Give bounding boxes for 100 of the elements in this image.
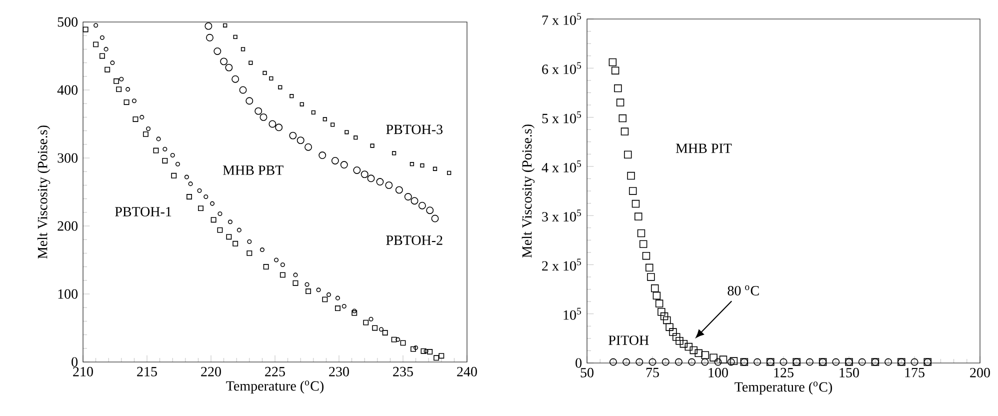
point bbox=[414, 345, 418, 350]
point bbox=[447, 170, 452, 176]
point bbox=[652, 292, 661, 300]
point bbox=[260, 113, 268, 121]
point bbox=[674, 358, 682, 366]
y-axis-title: Melt Viscosity (Poise.s) bbox=[522, 124, 535, 258]
point bbox=[858, 358, 866, 366]
point bbox=[143, 131, 148, 137]
point bbox=[701, 351, 710, 359]
point bbox=[268, 120, 276, 128]
point bbox=[116, 86, 122, 92]
x-tick-label: 150 bbox=[840, 368, 859, 378]
point bbox=[188, 182, 193, 186]
point bbox=[204, 194, 208, 200]
point bbox=[220, 58, 228, 66]
point bbox=[368, 316, 374, 322]
point bbox=[352, 310, 358, 316]
point bbox=[378, 327, 384, 332]
point bbox=[666, 323, 674, 331]
y-tick-label: 300 bbox=[58, 153, 78, 163]
point bbox=[438, 353, 444, 359]
y-tick-label: 6 x 10$^{5}$ bbox=[542, 62, 582, 74]
y-tick-label: 4 x 10$^{5}$ bbox=[542, 160, 582, 172]
point bbox=[239, 86, 247, 94]
point bbox=[248, 60, 253, 65]
point bbox=[391, 336, 397, 342]
point bbox=[232, 240, 238, 246]
point bbox=[669, 328, 677, 336]
point bbox=[420, 163, 424, 168]
point bbox=[376, 178, 384, 186]
point bbox=[382, 330, 388, 336]
point bbox=[225, 64, 233, 72]
point bbox=[246, 97, 254, 105]
point bbox=[263, 264, 269, 270]
y-tick-label: 200 bbox=[58, 221, 78, 231]
x-tick-label: 50 bbox=[580, 368, 594, 378]
point bbox=[210, 201, 215, 206]
point bbox=[197, 188, 202, 193]
y-tick-label: 500 bbox=[58, 17, 78, 27]
point bbox=[676, 337, 684, 345]
point bbox=[360, 170, 368, 178]
point bbox=[609, 358, 617, 366]
point bbox=[306, 288, 312, 294]
point bbox=[400, 340, 406, 346]
point bbox=[99, 53, 105, 59]
point bbox=[694, 349, 702, 358]
point bbox=[94, 23, 98, 28]
point bbox=[404, 193, 412, 200]
point bbox=[275, 124, 283, 132]
point bbox=[114, 78, 120, 84]
point bbox=[363, 320, 369, 326]
point bbox=[620, 128, 629, 136]
point bbox=[396, 337, 400, 342]
point bbox=[614, 84, 622, 92]
annotation: PBTOH-2 bbox=[386, 236, 442, 245]
point bbox=[395, 186, 403, 194]
y-tick-label: 5 x 10$^{5}$ bbox=[542, 111, 582, 124]
point bbox=[322, 117, 327, 122]
x-tick-label: 215 bbox=[137, 366, 157, 376]
point bbox=[318, 152, 326, 160]
y-tick-label: 7 x 10$^{5}$ bbox=[542, 13, 582, 25]
annotation: PITOH bbox=[608, 336, 649, 345]
point bbox=[684, 342, 693, 351]
point bbox=[622, 358, 630, 366]
annotation: MHB PBT bbox=[222, 166, 284, 175]
point bbox=[304, 143, 312, 151]
point bbox=[648, 358, 656, 366]
point bbox=[334, 306, 340, 311]
point bbox=[119, 76, 124, 82]
point bbox=[392, 151, 396, 156]
point bbox=[236, 228, 242, 232]
point bbox=[636, 358, 644, 366]
point bbox=[628, 187, 637, 195]
point bbox=[344, 130, 349, 134]
point bbox=[232, 75, 240, 83]
point bbox=[274, 258, 279, 262]
x-tick-label: 230 bbox=[329, 366, 349, 376]
point bbox=[104, 66, 110, 72]
point bbox=[214, 48, 222, 55]
point bbox=[124, 99, 130, 105]
x-axis-title: Temperature ($^{o}$C) bbox=[226, 380, 324, 394]
point bbox=[246, 250, 252, 256]
point bbox=[254, 107, 262, 115]
point bbox=[688, 358, 696, 366]
point bbox=[645, 264, 654, 272]
point bbox=[663, 316, 671, 324]
x-tick-label: 210 bbox=[73, 366, 93, 376]
point bbox=[680, 340, 688, 348]
point bbox=[642, 252, 650, 260]
point bbox=[233, 34, 238, 40]
point bbox=[367, 174, 375, 182]
point bbox=[153, 148, 159, 154]
x-axis-title: Temperature ($^{o}$C) bbox=[734, 382, 832, 395]
y-tick-label: 10$^{5}$ bbox=[564, 308, 582, 320]
annotation: 80 $^{o}$C bbox=[728, 285, 759, 296]
point bbox=[210, 217, 216, 223]
point bbox=[171, 172, 177, 178]
point bbox=[660, 312, 668, 320]
point bbox=[218, 211, 222, 216]
point bbox=[618, 114, 627, 122]
